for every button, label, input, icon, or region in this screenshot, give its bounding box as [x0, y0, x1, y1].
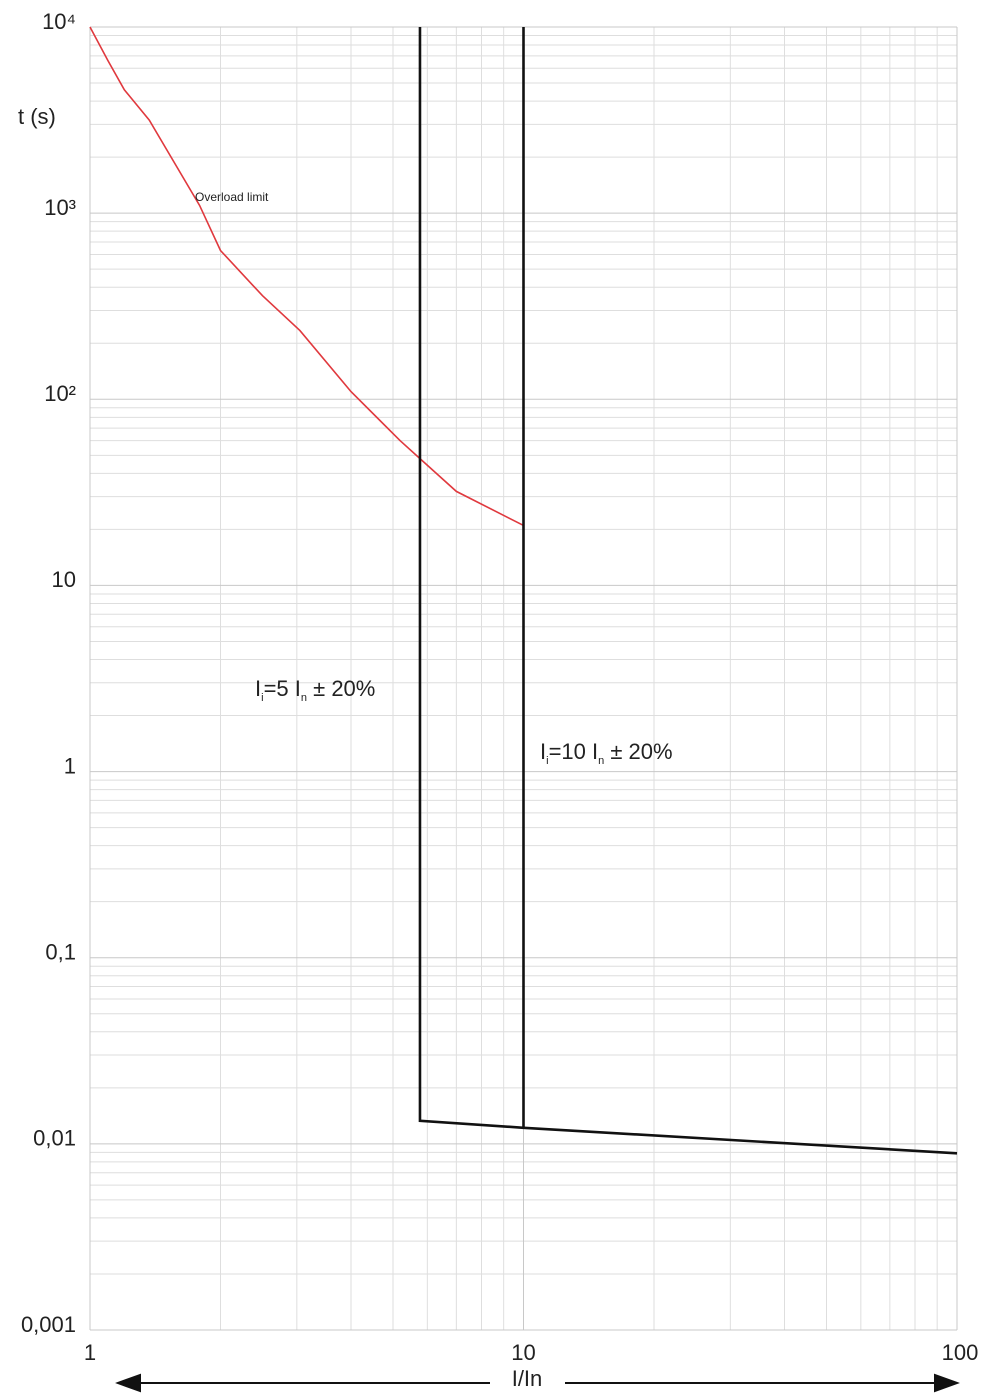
y-tick-label: 0,01 — [33, 1126, 76, 1151]
series-line — [418, 27, 958, 1155]
y-tick-label: 0,001 — [21, 1312, 76, 1337]
y-tick-label: 10³ — [44, 195, 76, 220]
subscript: n — [598, 755, 604, 767]
annotation-part: =10 I — [549, 739, 599, 764]
x-tick-label: 1 — [84, 1340, 96, 1365]
y-tick-label: 10² — [44, 381, 76, 406]
x-axis-label: I/In — [512, 1366, 543, 1391]
x-tick-label: 100 — [942, 1340, 979, 1365]
annotation-part: I — [540, 739, 546, 764]
annotation: Ii=5 In ± 20% — [255, 676, 375, 704]
annotation-part: =5 I — [264, 676, 301, 701]
annotation-part: I — [255, 676, 261, 701]
y-tick-label: 0,1 — [45, 940, 76, 965]
series-label: Overload limit — [195, 190, 269, 204]
annotation-part: ± 20% — [604, 739, 672, 764]
y-tick-label: 10⁴ — [42, 9, 76, 34]
series-line — [89, 26, 524, 527]
y-tick-label: 1 — [64, 753, 76, 778]
y-axis-label: t (s) — [18, 104, 56, 129]
x-axis-arrows — [115, 1373, 960, 1393]
subscript: i — [261, 692, 263, 704]
subscript: i — [546, 755, 548, 767]
y-tick-label: 10 — [52, 567, 76, 592]
x-tick-label: 10 — [511, 1340, 535, 1365]
subscript: n — [301, 692, 307, 704]
annotation: Ii=10 In ± 20% — [540, 739, 673, 767]
annotation-part: ± 20% — [307, 676, 375, 701]
